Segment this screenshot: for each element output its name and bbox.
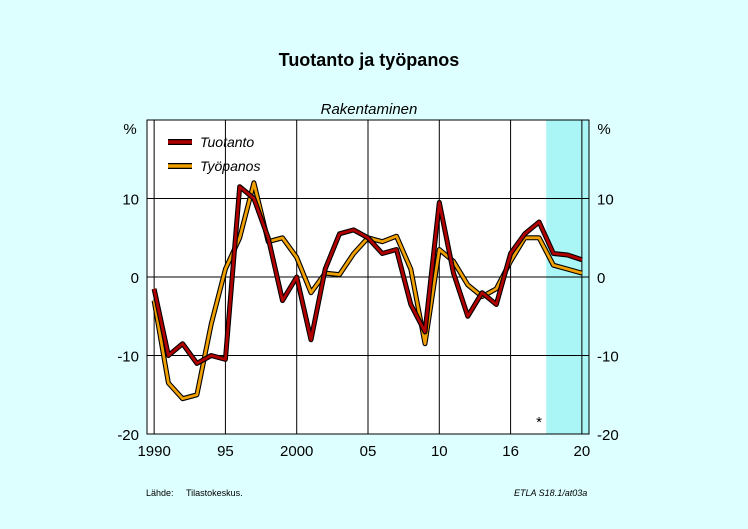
forecast-marker: *: [536, 414, 542, 431]
footer-source-value: Tilastokeskus.: [186, 488, 243, 498]
y-unit-left: %: [123, 121, 136, 138]
footer-source-label: Lähde:: [146, 488, 174, 498]
x-tick-label: 95: [217, 443, 234, 460]
x-tick-label: 16: [502, 443, 519, 460]
series-line-0: [152, 185, 583, 365]
legend-label-tuotanto: Tuotanto: [200, 134, 254, 150]
plot-frame: [146, 119, 590, 435]
x-tick-label: 2000: [280, 443, 313, 460]
y-tick-label-right: -20: [597, 427, 619, 444]
y-tick-label-left: 0: [131, 270, 139, 287]
y-tick-label-left: -20: [117, 427, 139, 444]
legend-item-tuotanto: Tuotanto: [168, 134, 254, 150]
legend: Tuotanto Työpanos: [168, 134, 260, 174]
y-tick-label-right: -10: [597, 349, 619, 366]
x-tick-label: 10: [431, 443, 448, 460]
legend-item-tyopanos: Työpanos: [168, 158, 260, 174]
y-tick-label-right: 0: [597, 270, 605, 287]
y-tick-label-right: 10: [597, 192, 614, 209]
y-tick-label-left: 10: [122, 192, 139, 209]
x-tick-label: 20: [574, 443, 591, 460]
x-tick-label: 1990: [137, 443, 170, 460]
chart-subtitle: Rakentaminen: [321, 101, 418, 118]
footer-code: ETLA S18.1/at03a: [514, 488, 587, 498]
y-unit-right: %: [597, 121, 610, 138]
x-tick-label: 05: [360, 443, 377, 460]
y-tick-label-left: -10: [117, 349, 139, 366]
chart-title: Tuotanto ja työpanos: [279, 50, 460, 70]
legend-label-tyopanos: Työpanos: [200, 158, 260, 174]
